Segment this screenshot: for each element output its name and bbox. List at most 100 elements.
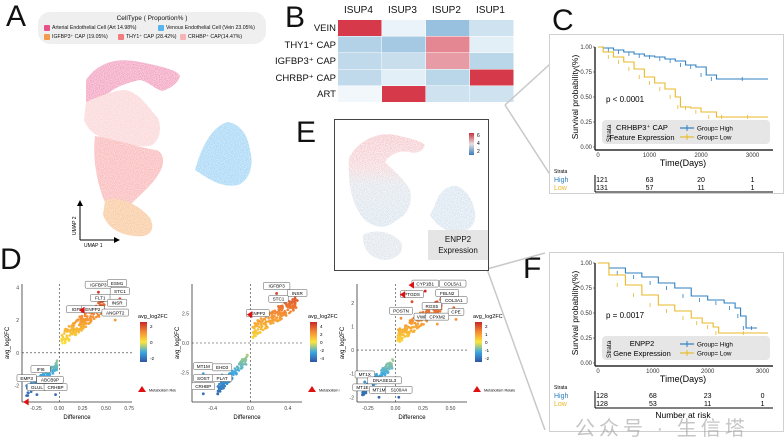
km-legend-feature: Feature Expression [609, 133, 674, 142]
heatmap-cell [470, 86, 514, 102]
scatter-point [409, 329, 413, 332]
scatter-point [293, 303, 297, 307]
scatter-y-tick: 2 [16, 318, 19, 324]
gene-label-box [107, 279, 128, 287]
km-x-tick: 2000 [701, 369, 715, 375]
scatter-point [218, 382, 221, 386]
heatmap-cell [426, 53, 470, 69]
km-x-tick: 0 [596, 369, 600, 375]
heatmap-panel: ISUP4 ISUP3 ISUP2 ISUP1 VEIN THY1⁺ CAP IGFBP3… [260, 0, 520, 105]
scatter-point [259, 327, 263, 331]
colorbar-tick: 0 [320, 340, 323, 345]
legend-item-crhbp: CRHBP⁺ CAP(14.47%) [180, 34, 242, 40]
scatter-point [293, 297, 296, 301]
scatter-point [396, 328, 400, 332]
gene-label: DNASE1L3 [373, 378, 397, 383]
legend-swatch [118, 34, 124, 40]
scatter-point [279, 313, 282, 316]
gene-label-box [101, 308, 129, 317]
heatmap-cell [382, 53, 426, 69]
scatter-point [53, 364, 56, 368]
colorbar-tick: -2 [150, 356, 155, 361]
km-x-tick: 1000 [643, 153, 657, 159]
scatter-x-tick: 0.00 [54, 406, 64, 412]
km-legend-title: Strata [606, 124, 613, 142]
labeled-point [54, 393, 57, 397]
scatter-point [284, 314, 288, 317]
scatter-point [399, 333, 403, 337]
colorbar-tick: -2 [485, 356, 490, 361]
panel-label-a: A [6, 0, 27, 33]
gene-label-box [447, 308, 465, 316]
gene-label: MT1M [197, 364, 210, 369]
gene-label-box [287, 289, 308, 297]
expression-label: ENPP2 Expression [428, 230, 488, 260]
heatmap-cell [382, 36, 426, 53]
legend-metabolism-icon [308, 386, 316, 392]
heatmap-cell [338, 86, 382, 102]
km-legend-label: Group= High [697, 342, 733, 349]
scatter-point [61, 335, 65, 338]
expr-cluster-main [348, 134, 425, 227]
gene-label: CPXM2 [429, 314, 445, 319]
km-legend-feature: CRHBP3⁺ CAP [616, 123, 668, 132]
scatter-x-tick: 0.50 [101, 406, 111, 412]
legend-swatch [44, 25, 50, 31]
legend-swatch [44, 34, 50, 40]
scatter-point [87, 318, 90, 322]
labeled-point [399, 316, 403, 320]
labeled-point [295, 299, 299, 302]
scatter-point [216, 392, 219, 395]
scatter-point [79, 320, 82, 324]
scatter-point [263, 317, 267, 321]
scatter-point [256, 322, 259, 325]
scatter-point [398, 336, 402, 339]
heatmap-cell [382, 86, 426, 102]
gene-label: FBLN2 [440, 291, 455, 296]
scatter-point [237, 369, 241, 372]
labeled-point [435, 322, 439, 326]
km-pvalue: p = 0.0017 [606, 311, 645, 320]
scatter-point [259, 331, 262, 334]
scatter-x-tick: 0.75 [124, 406, 134, 412]
scatter-point [402, 333, 406, 337]
colorbar-tick: 0 [485, 340, 488, 345]
scatter-y-tick: -1 [350, 372, 355, 378]
scatter-point [276, 319, 279, 323]
scatter-point [288, 300, 291, 303]
scatter-point [74, 331, 77, 335]
scatter-x-tick: 0.50 [446, 406, 456, 412]
scatter-x-label: Difference [63, 415, 91, 421]
scatter-point [92, 312, 96, 316]
km-y-tick: 1.00 [580, 45, 592, 51]
scatter-point [425, 319, 429, 323]
colorbar-title: avg_log2FC [138, 314, 168, 320]
risk-value: 1 [751, 177, 755, 184]
legend-label: THY1⁺ CAP (28.42%) [126, 34, 177, 40]
scatter-point [417, 325, 421, 329]
scatter-point [80, 314, 84, 318]
heatmap-cell [470, 36, 514, 53]
scatter-point [29, 390, 33, 393]
scatter-point [372, 384, 375, 387]
colorbar [140, 322, 147, 362]
scatter-point [239, 361, 242, 364]
gene-label-box [385, 386, 413, 394]
scatter-point [405, 334, 409, 338]
scatter-point [253, 321, 257, 325]
scatter-y-tick: 2 [351, 301, 354, 307]
scatter-point [64, 337, 67, 341]
gene-label: CRHBP [195, 384, 211, 389]
risk-value: 57 [646, 185, 654, 192]
colorbar-title: avg_log2FC [308, 314, 338, 320]
gene-label-box [268, 295, 289, 303]
metabolism-marker [23, 398, 29, 406]
labeled-point [420, 322, 424, 326]
scatter-point [378, 374, 382, 377]
scatter-point [55, 359, 59, 363]
gene-label: EMP3 [20, 376, 33, 381]
expr-cb-tick: 2 [477, 149, 480, 155]
km-curve-group-high [598, 262, 758, 329]
km-panel-f: 0.00 0.25 0.50 0.75 1.00 0 1000 2000 3000 Time(Da… [549, 252, 784, 432]
gene-label: IFI6 [37, 367, 45, 372]
